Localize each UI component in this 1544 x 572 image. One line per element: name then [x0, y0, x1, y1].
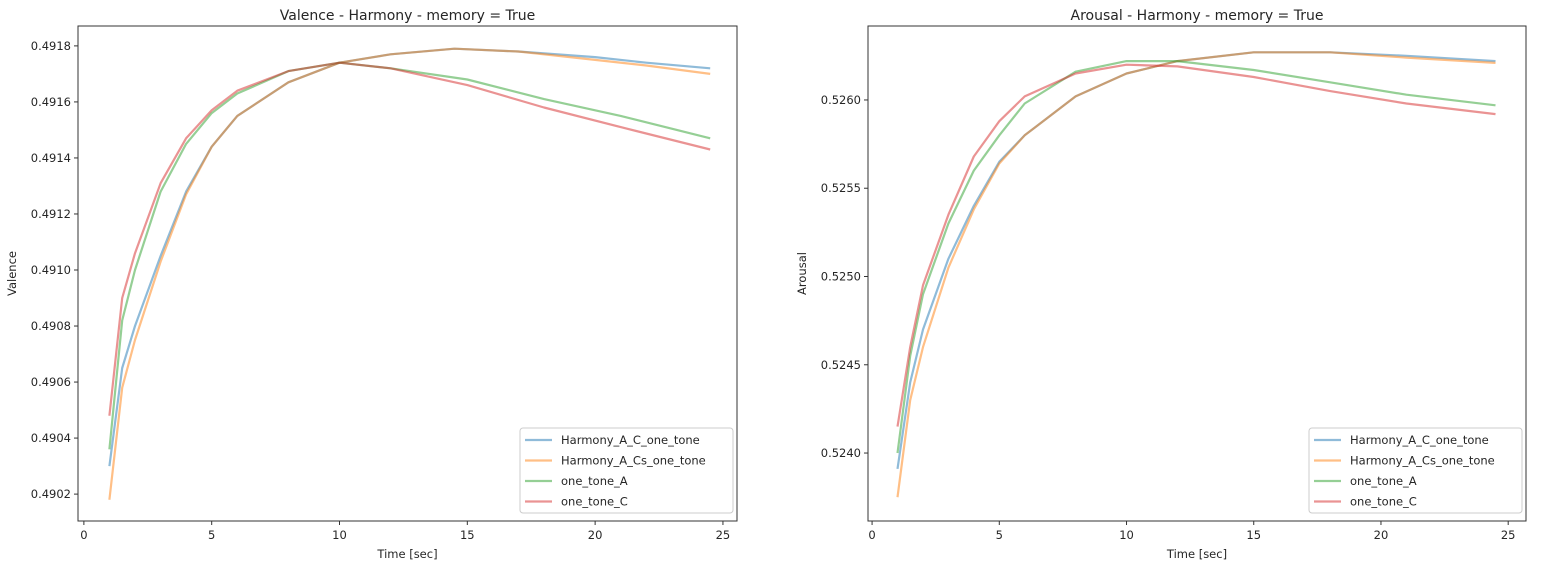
series-line-Harmony_A_Cs_one_tone — [108, 47, 711, 500]
y-tick-label: 0.5255 — [821, 181, 861, 195]
x-tick-label: 25 — [1501, 528, 1516, 542]
chart-title: Arousal - Harmony - memory = True — [1071, 8, 1324, 24]
x-tick-label: 5 — [996, 528, 1003, 542]
y-tick-label: 0.5250 — [821, 270, 861, 284]
y-tick-label: 0.4904 — [31, 431, 71, 445]
x-tick-label: 15 — [460, 528, 475, 542]
x-tick-label: 5 — [208, 528, 215, 542]
legend-label: one_tone_C — [561, 495, 628, 509]
x-tick-label: 10 — [1119, 528, 1134, 542]
series-line-one_tone_C — [896, 63, 1496, 427]
legend-label: one_tone_C — [1350, 495, 1417, 509]
y-tick-label: 0.4916 — [31, 95, 71, 109]
legend-label: Harmony_A_C_one_tone — [1350, 433, 1489, 447]
series-line-one_tone_A — [896, 59, 1496, 454]
y-tick-label: 0.4908 — [31, 319, 71, 333]
legend: Harmony_A_C_one_tone Harmony_A_Cs_one_ton… — [519, 427, 734, 514]
y-tick-label: 0.5245 — [821, 358, 861, 372]
x-axis-label: Time [sec] — [376, 547, 437, 561]
x-tick-label: 20 — [1374, 528, 1389, 542]
y-tick-label: 0.4914 — [31, 151, 71, 165]
series-line-Harmony_A_Cs_one_tone — [896, 51, 1496, 498]
x-tick-label: 25 — [716, 528, 731, 542]
y-tick-label: 0.4906 — [31, 375, 71, 389]
x-tick-label: 20 — [588, 528, 603, 542]
legend: Harmony_A_C_one_tone Harmony_A_Cs_one_ton… — [1308, 427, 1523, 514]
y-tick-label: 0.4910 — [31, 263, 71, 277]
y-axis-label: Arousal — [795, 252, 809, 295]
legend-label: Harmony_A_Cs_one_tone — [1350, 454, 1495, 468]
legend-label: Harmony_A_C_one_tone — [561, 433, 700, 447]
legend-label: one_tone_A — [561, 474, 628, 488]
legend-label: one_tone_A — [1350, 474, 1417, 488]
legend-box — [519, 427, 734, 514]
legend-label: Harmony_A_Cs_one_tone — [561, 454, 706, 468]
x-tick-label: 0 — [868, 528, 875, 542]
x-tick-label: 0 — [80, 528, 87, 542]
y-tick-label: 0.4918 — [31, 39, 71, 53]
chart-1: Valence - Harmony - memory = True 0 5 10 15 2… — [5, 8, 738, 561]
x-axis-label: Time [sec] — [1166, 547, 1227, 561]
x-tick-label: 15 — [1246, 528, 1261, 542]
chart-2: Arousal - Harmony - memory = True 0 5 10 15 2… — [795, 8, 1527, 561]
series-line-one_tone_C — [108, 61, 711, 416]
y-tick-label: 0.5260 — [821, 93, 861, 107]
legend-box — [1308, 427, 1523, 514]
chart-title: Valence - Harmony - memory = True — [280, 8, 536, 24]
axes-frame — [867, 25, 1527, 522]
y-tick-label: 0.5240 — [821, 446, 861, 460]
axes-frame — [77, 25, 738, 522]
y-axis-label: Valence — [5, 251, 19, 296]
y-tick-label: 0.4912 — [31, 207, 71, 221]
series-line-one_tone_A — [108, 61, 711, 450]
y-tick-label: 0.4902 — [31, 487, 71, 501]
x-tick-label: 10 — [332, 528, 347, 542]
series-line-Harmony_A_C_one_tone — [108, 47, 711, 467]
series-line-Harmony_A_C_one_tone — [896, 51, 1496, 470]
